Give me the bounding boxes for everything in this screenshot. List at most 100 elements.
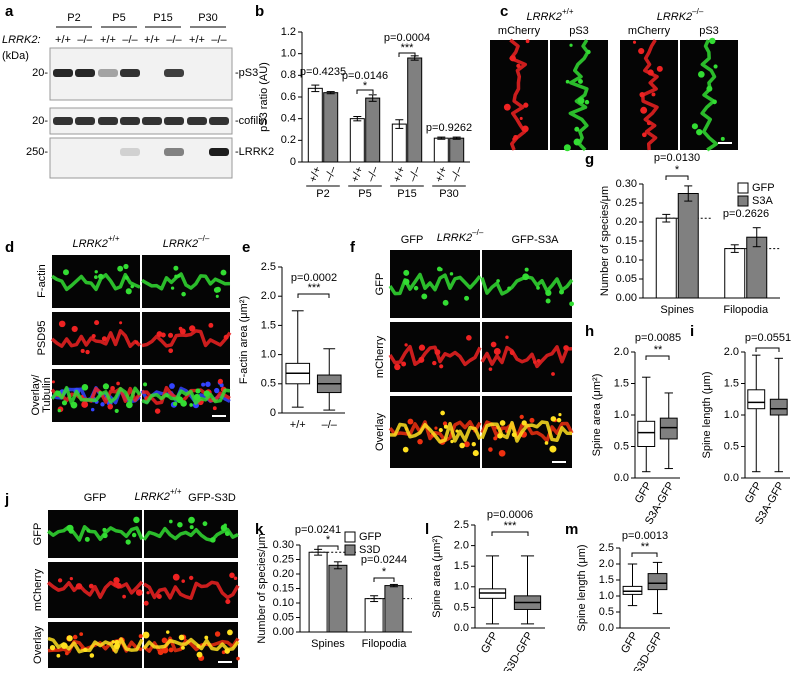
bar-label: –/– <box>323 164 340 183</box>
annotation: *** <box>504 520 518 532</box>
spine <box>578 78 583 84</box>
panel-letter: m <box>565 521 578 538</box>
spine <box>202 521 208 527</box>
spine <box>519 116 523 120</box>
panel-letter: g <box>585 151 594 168</box>
spine <box>125 539 131 545</box>
y-tick-label: 1.2 <box>281 26 296 38</box>
bar <box>328 564 348 633</box>
lane-genotype: –/– <box>211 34 227 46</box>
blot-band <box>164 69 184 77</box>
spine <box>559 289 564 295</box>
construct-label: GFP <box>401 234 424 246</box>
blot-band <box>209 148 229 156</box>
age-label: P15 <box>153 12 173 24</box>
spine <box>488 447 493 452</box>
spine <box>116 381 120 386</box>
dendrite <box>142 526 239 543</box>
spine <box>143 600 149 606</box>
x-tick-label: Filopodia <box>723 304 769 316</box>
spine <box>403 269 410 276</box>
x-tick-label: +/+ <box>290 419 306 431</box>
spine <box>68 528 74 534</box>
spine <box>154 408 161 414</box>
blot-band <box>98 69 118 77</box>
significance-bracket <box>491 531 529 536</box>
spine <box>713 64 718 69</box>
y-tick-label: 0.0 <box>599 622 614 634</box>
y-tick-label: 0.00 <box>616 292 637 304</box>
dendrite <box>141 329 232 348</box>
spine <box>143 382 148 387</box>
box <box>622 585 643 595</box>
spine <box>455 429 459 433</box>
dendrite <box>388 344 482 367</box>
spine <box>215 294 219 298</box>
row-label: Overlay <box>32 626 44 664</box>
spine <box>138 634 143 639</box>
significance-bracket <box>645 355 670 360</box>
spine <box>551 372 555 376</box>
bar <box>365 97 381 163</box>
spine <box>720 136 725 141</box>
significance-bracket <box>631 552 658 557</box>
spine <box>556 417 562 423</box>
bar <box>407 57 423 163</box>
spine <box>176 274 181 278</box>
y-tick-label: 0.15 <box>616 235 637 247</box>
spine <box>521 420 527 426</box>
bar <box>308 551 328 633</box>
spine <box>188 516 195 524</box>
annotation: * <box>382 566 387 578</box>
spine <box>60 642 68 649</box>
spine <box>113 577 120 584</box>
construct-label: GFP-S3D <box>188 492 236 504</box>
legend-label: S3D <box>359 544 380 556</box>
spine <box>632 40 637 44</box>
spine <box>69 576 73 581</box>
protein-label: -pS3 <box>235 67 258 79</box>
y-tick-label: 0.5 <box>614 440 629 452</box>
spine <box>220 269 227 276</box>
spine <box>107 403 114 410</box>
spine <box>205 381 211 387</box>
spine <box>172 401 178 407</box>
spine <box>80 348 85 354</box>
spine <box>90 407 95 412</box>
spine <box>407 418 414 425</box>
spine <box>181 645 185 650</box>
box <box>747 389 766 410</box>
bar-label: +/+ <box>391 165 408 184</box>
bar-label: –/– <box>407 164 424 183</box>
protein-label: -cofilin <box>235 115 267 127</box>
micrograph <box>490 40 548 150</box>
bar <box>449 137 465 163</box>
spine <box>466 334 472 341</box>
panel-letter: b <box>255 3 264 20</box>
row-label: PSD95 <box>36 321 48 356</box>
genotype-superscript: +/+ <box>170 487 182 496</box>
spine <box>146 591 150 595</box>
lane-genotype: +/+ <box>100 34 116 46</box>
spine <box>523 102 529 108</box>
panel-letter: c <box>500 3 508 20</box>
spine <box>89 653 95 658</box>
x-tick-label: P5 <box>358 188 371 200</box>
row-label: Tubulin <box>41 377 53 413</box>
blot-band <box>53 117 73 125</box>
y-tick-label: 0.5 <box>724 440 739 452</box>
y-axis-label: Number of species/μm <box>256 533 268 643</box>
spine <box>196 644 201 648</box>
spine <box>439 364 444 369</box>
dendrite <box>480 345 573 369</box>
annotation: p=0.9262 <box>426 122 472 134</box>
spine <box>178 326 183 331</box>
x-tick-label: GFP <box>619 630 641 656</box>
spine <box>56 653 61 658</box>
y-tick-label: 0.5 <box>599 606 614 618</box>
y-tick-label: 1.5 <box>454 560 469 572</box>
micrograph <box>52 255 140 308</box>
spine <box>165 394 169 398</box>
spine <box>84 536 90 542</box>
